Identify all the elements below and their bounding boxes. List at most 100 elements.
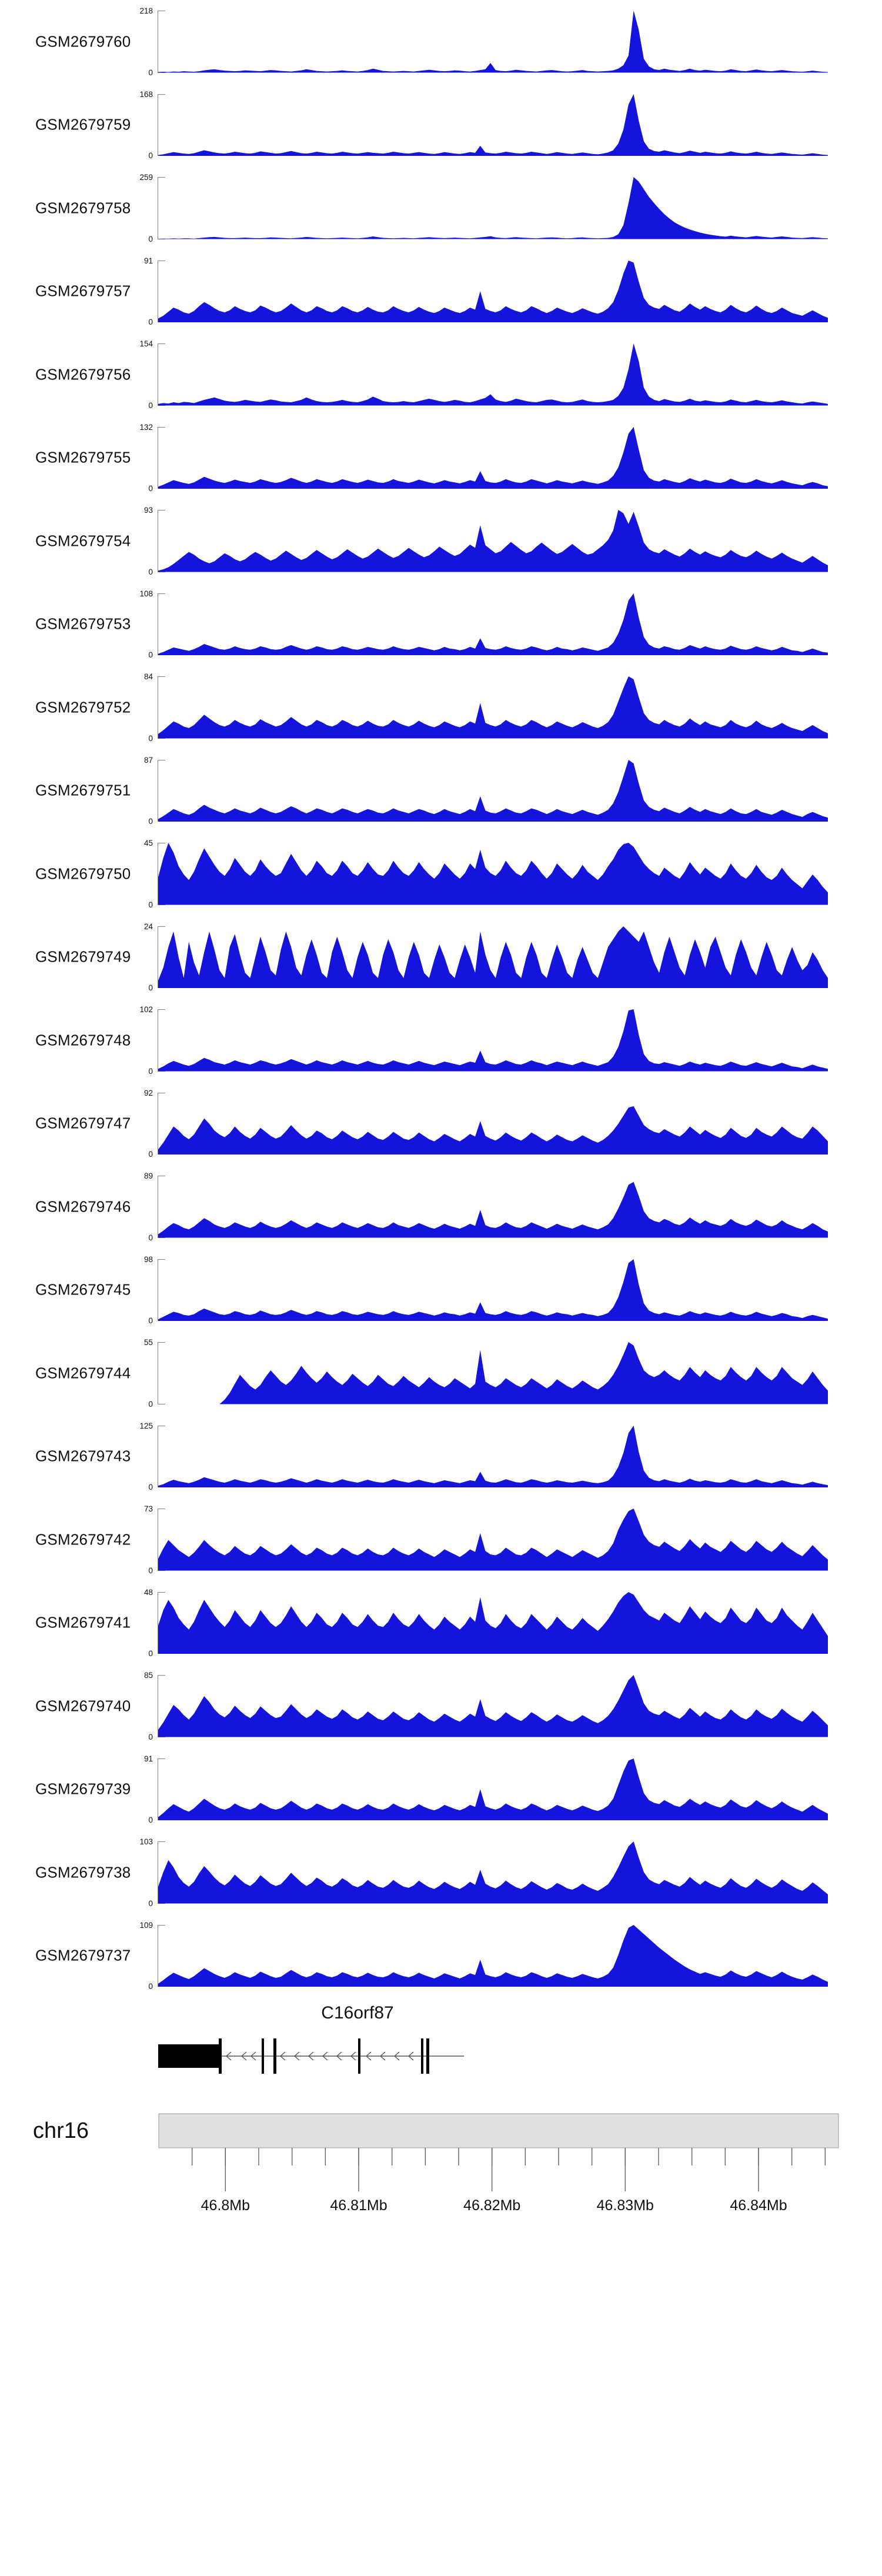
y-axis-max-label: 91 [143, 1754, 153, 1763]
y-axis-top-cap [158, 926, 165, 927]
coverage-track: GSM2679742 73 0 [0, 1498, 882, 1581]
track-sample-label: GSM2679743 [35, 1447, 131, 1465]
y-axis-min-label: 0 [148, 1399, 153, 1409]
track-sample-label: GSM2679739 [35, 1780, 131, 1798]
y-axis-top-cap [158, 593, 165, 594]
coverage-track: GSM2679737 109 0 [0, 1914, 882, 1998]
coverage-plot-area [158, 1259, 828, 1321]
coverage-plot-area [158, 1342, 828, 1404]
exon-block [426, 2038, 429, 2074]
coverage-plot-area [158, 1841, 828, 1904]
coverage-track: GSM2679752 84 0 [0, 666, 882, 749]
coverage-area [158, 426, 828, 489]
y-axis-min-label: 0 [148, 1483, 153, 1491]
track-sample-label: GSM2679742 [35, 1530, 131, 1549]
coverage-track: GSM2679759 168 0 [0, 84, 882, 167]
coverage-plot-area [158, 94, 828, 156]
coverage-track: GSM2679755 132 0 [0, 416, 882, 500]
coverage-area [158, 1924, 828, 1987]
y-axis-min-label: 0 [148, 650, 153, 659]
y-axis-max-label: 102 [139, 1005, 153, 1014]
y-axis-max-label: 168 [139, 89, 153, 99]
chromosome-axis-svg: 46.8Mb 46.81Mb 46.82Mb 46.83Mb 46.84Mb [158, 2113, 839, 2214]
y-axis-max-label: 73 [143, 1504, 153, 1513]
track-sample-label: GSM2679757 [35, 282, 131, 300]
y-axis-min-label: 0 [148, 733, 153, 743]
y-axis-min-label: 0 [148, 318, 153, 326]
y-axis-min-label: 0 [148, 983, 153, 992]
axis-tick-labels: 46.8Mb 46.81Mb 46.82Mb 46.83Mb 46.84Mb [201, 2197, 787, 2214]
coverage-plot-area [158, 426, 828, 489]
coverage-track: GSM2679746 89 0 [0, 1165, 882, 1249]
coverage-area [158, 260, 828, 322]
coverage-track: GSM2679740 85 0 [0, 1664, 882, 1748]
coverage-track: GSM2679748 102 0 [0, 999, 882, 1082]
y-axis-min-label: 0 [148, 1898, 153, 1908]
track-sample-label: GSM2679758 [35, 199, 131, 217]
coverage-area [158, 1259, 828, 1321]
coverage-area [158, 1425, 828, 1487]
track-sample-label: GSM2679740 [35, 1697, 131, 1715]
axis-ticks [192, 2148, 826, 2191]
coverage-plot-area [158, 260, 828, 322]
y-axis-min-label: 0 [148, 1066, 153, 1076]
coverage-area [158, 1591, 828, 1654]
coverage-plot-area [158, 1093, 828, 1154]
coverage-track: GSM2679749 24 0 [0, 916, 882, 999]
coverage-plot-area [158, 1176, 828, 1238]
exon-block [421, 2038, 423, 2074]
axis-tick-label: 46.84Mb [730, 2197, 787, 2214]
track-sample-label: GSM2679752 [35, 698, 131, 716]
gene-model-svg [158, 2038, 464, 2074]
coverage-plot-area [158, 1675, 828, 1737]
coverage-track: GSM2679756 154 0 [0, 333, 882, 416]
track-sample-label: GSM2679737 [35, 1946, 131, 1964]
coverage-plot-area [158, 926, 828, 988]
y-axis-max-label: 87 [143, 755, 153, 765]
y-axis-max-label: 92 [143, 1088, 153, 1097]
y-axis-min-label: 0 [148, 1316, 153, 1325]
y-axis-min-label: 0 [148, 1982, 153, 1991]
y-axis-top-cap [158, 94, 165, 95]
coverage-track: GSM2679744 55 0 [0, 1332, 882, 1415]
exon-block [273, 2038, 276, 2074]
exon-block [158, 2044, 219, 2068]
y-axis-min-label: 0 [148, 567, 153, 576]
axis-tick-label: 46.8Mb [201, 2197, 250, 2214]
y-axis-min-label: 0 [148, 401, 153, 410]
coverage-plot-area [158, 177, 828, 239]
track-sample-label: GSM2679751 [35, 781, 131, 799]
track-sample-label: GSM2679746 [35, 1197, 131, 1216]
y-axis-top-cap [158, 1591, 165, 1593]
coverage-area [158, 1009, 828, 1072]
coverage-track: GSM2679760 218 0 [0, 0, 882, 84]
coverage-track: GSM2679745 98 0 [0, 1249, 882, 1332]
coverage-area [158, 593, 828, 655]
y-axis-top-cap [158, 1841, 165, 1842]
y-axis-min-label: 0 [148, 151, 153, 160]
y-axis-max-label: 89 [143, 1172, 153, 1180]
y-axis-max-label: 93 [143, 506, 153, 515]
coverage-area [158, 1509, 828, 1571]
chromosome-axis-track: chr16 46.8Mb 46.81Mb 46.82Mb 46.83Mb 46.84Mb [0, 2103, 882, 2250]
track-sample-label: GSM2679753 [35, 615, 131, 633]
track-sample-label: GSM2679760 [35, 32, 131, 51]
coverage-area [158, 926, 828, 988]
y-axis-min-label: 0 [148, 68, 153, 77]
y-axis-max-label: 218 [139, 6, 153, 15]
y-axis-top-cap [158, 1259, 165, 1260]
coverage-track: GSM2679741 48 0 [0, 1581, 882, 1665]
gene-model-track: C16orf87 [0, 1997, 882, 2103]
coverage-track: GSM2679757 91 0 [0, 250, 882, 333]
y-axis-max-label: 98 [143, 1254, 153, 1264]
coverage-tracks-container: GSM2679760 218 0 GSM2679759 168 0 GSM2679758 25… [0, 0, 882, 1998]
track-sample-label: GSM2679738 [35, 1863, 131, 1881]
exon-block [219, 2038, 222, 2074]
coverage-area [158, 1675, 828, 1737]
coverage-track: GSM2679739 91 0 [0, 1748, 882, 1831]
y-axis-max-label: 24 [143, 922, 153, 931]
y-axis-top-cap [158, 1342, 165, 1343]
coverage-track: GSM2679750 45 0 [0, 832, 882, 916]
coverage-track: GSM2679743 125 0 [0, 1415, 882, 1499]
y-axis-top-cap [158, 676, 165, 677]
